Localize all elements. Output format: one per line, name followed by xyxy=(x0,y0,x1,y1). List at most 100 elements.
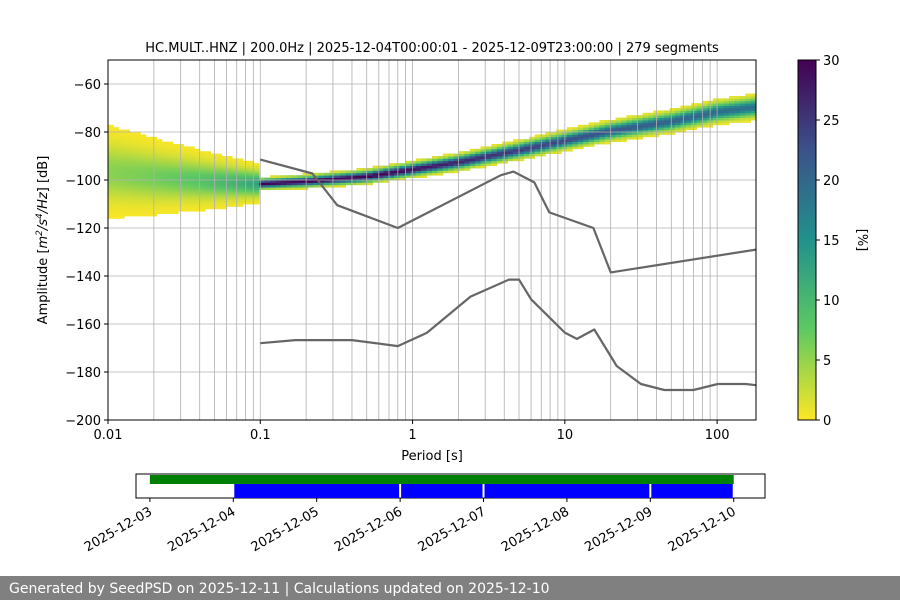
density-cell xyxy=(189,156,195,159)
density-cell xyxy=(475,148,481,152)
density-cell xyxy=(226,168,233,171)
density-cell xyxy=(356,177,363,181)
density-cell xyxy=(118,187,125,190)
density-cell xyxy=(615,124,622,128)
density-cell xyxy=(178,160,184,164)
density-cell xyxy=(410,172,417,176)
density-cell xyxy=(712,120,719,123)
density-cell xyxy=(550,136,557,140)
density-cell xyxy=(415,175,422,178)
density-cell xyxy=(167,146,174,150)
density-cell xyxy=(113,184,120,188)
density-cell xyxy=(118,158,125,162)
density-cell xyxy=(226,158,233,162)
density-cell xyxy=(685,127,692,130)
density-cell xyxy=(259,180,265,183)
density-cell xyxy=(567,136,573,140)
density-cell xyxy=(583,136,589,140)
density-cell xyxy=(108,127,114,130)
low-noise-model-line xyxy=(260,278,756,392)
density-cell xyxy=(572,139,579,142)
density-cell xyxy=(545,132,552,135)
density-cell xyxy=(156,141,163,145)
density-cell xyxy=(113,204,120,207)
density-cell xyxy=(486,153,492,157)
density-cell xyxy=(221,165,228,169)
density-cell xyxy=(178,184,184,188)
density-cell xyxy=(594,139,600,142)
density-cell xyxy=(172,168,179,171)
density-cell xyxy=(162,148,168,152)
density-cell xyxy=(205,156,211,159)
density-cell xyxy=(723,105,730,109)
density-cell xyxy=(226,192,233,195)
density-cell xyxy=(140,151,147,154)
density-cell xyxy=(421,163,427,166)
density-cell xyxy=(194,175,201,178)
density-cell xyxy=(496,151,503,154)
density-cell xyxy=(178,182,184,186)
density-cell xyxy=(113,127,120,130)
density-cell xyxy=(394,165,400,169)
density-cell xyxy=(415,170,422,174)
density-cell xyxy=(216,156,222,159)
density-cell xyxy=(178,170,184,174)
density-cell xyxy=(232,196,238,200)
density-cell xyxy=(226,172,233,176)
density-cell xyxy=(162,199,168,202)
density-cell xyxy=(664,112,670,116)
density-cell xyxy=(237,170,244,174)
density-cell xyxy=(572,136,579,140)
density-cell xyxy=(140,158,147,162)
curve-layer xyxy=(260,158,756,392)
density-cell xyxy=(610,134,616,138)
density-cell xyxy=(615,127,622,130)
density-cell xyxy=(534,139,541,142)
density-cell xyxy=(221,172,228,176)
density-cell xyxy=(426,158,433,162)
density-cell xyxy=(199,206,206,210)
density-cell xyxy=(178,156,184,159)
density-cell xyxy=(415,160,422,164)
density-cell xyxy=(205,153,211,157)
density-cell xyxy=(156,192,163,195)
density-cell xyxy=(189,204,195,207)
density-cell xyxy=(378,175,384,178)
density-cell xyxy=(664,122,670,126)
density-cell xyxy=(567,144,573,147)
density-cell xyxy=(556,141,562,145)
density-cell xyxy=(691,112,697,116)
density-cell xyxy=(183,170,190,174)
density-cell xyxy=(486,148,492,152)
density-cell xyxy=(469,156,476,159)
density-cell xyxy=(734,103,741,106)
density-cell xyxy=(437,163,444,166)
density-cell xyxy=(540,151,546,154)
density-cell xyxy=(367,172,373,176)
density-cell xyxy=(340,182,346,186)
density-cell xyxy=(172,194,179,198)
figure: HC.MULT..HNZ | 200.0Hz | 2025-12-04T00:0… xyxy=(35,41,869,555)
density-cell xyxy=(248,199,255,202)
density-cell xyxy=(631,136,638,140)
density-cell xyxy=(356,180,363,183)
density-cell xyxy=(545,136,552,140)
density-cell xyxy=(394,177,400,181)
density-cell xyxy=(194,165,201,169)
density-cell xyxy=(723,112,730,116)
density-cell xyxy=(167,144,174,147)
density-cell xyxy=(194,153,201,157)
density-cell xyxy=(345,170,352,174)
density-cell xyxy=(135,194,141,198)
density-cell xyxy=(221,175,228,178)
density-cell xyxy=(205,172,211,176)
density-cell xyxy=(221,194,228,198)
density-cell xyxy=(118,153,125,157)
density-cell xyxy=(124,168,130,171)
density-cell xyxy=(189,192,195,195)
density-cell xyxy=(696,124,703,128)
density-cell xyxy=(183,165,190,169)
density-cell xyxy=(696,117,703,121)
density-cell xyxy=(545,148,552,152)
density-cell xyxy=(189,208,195,212)
